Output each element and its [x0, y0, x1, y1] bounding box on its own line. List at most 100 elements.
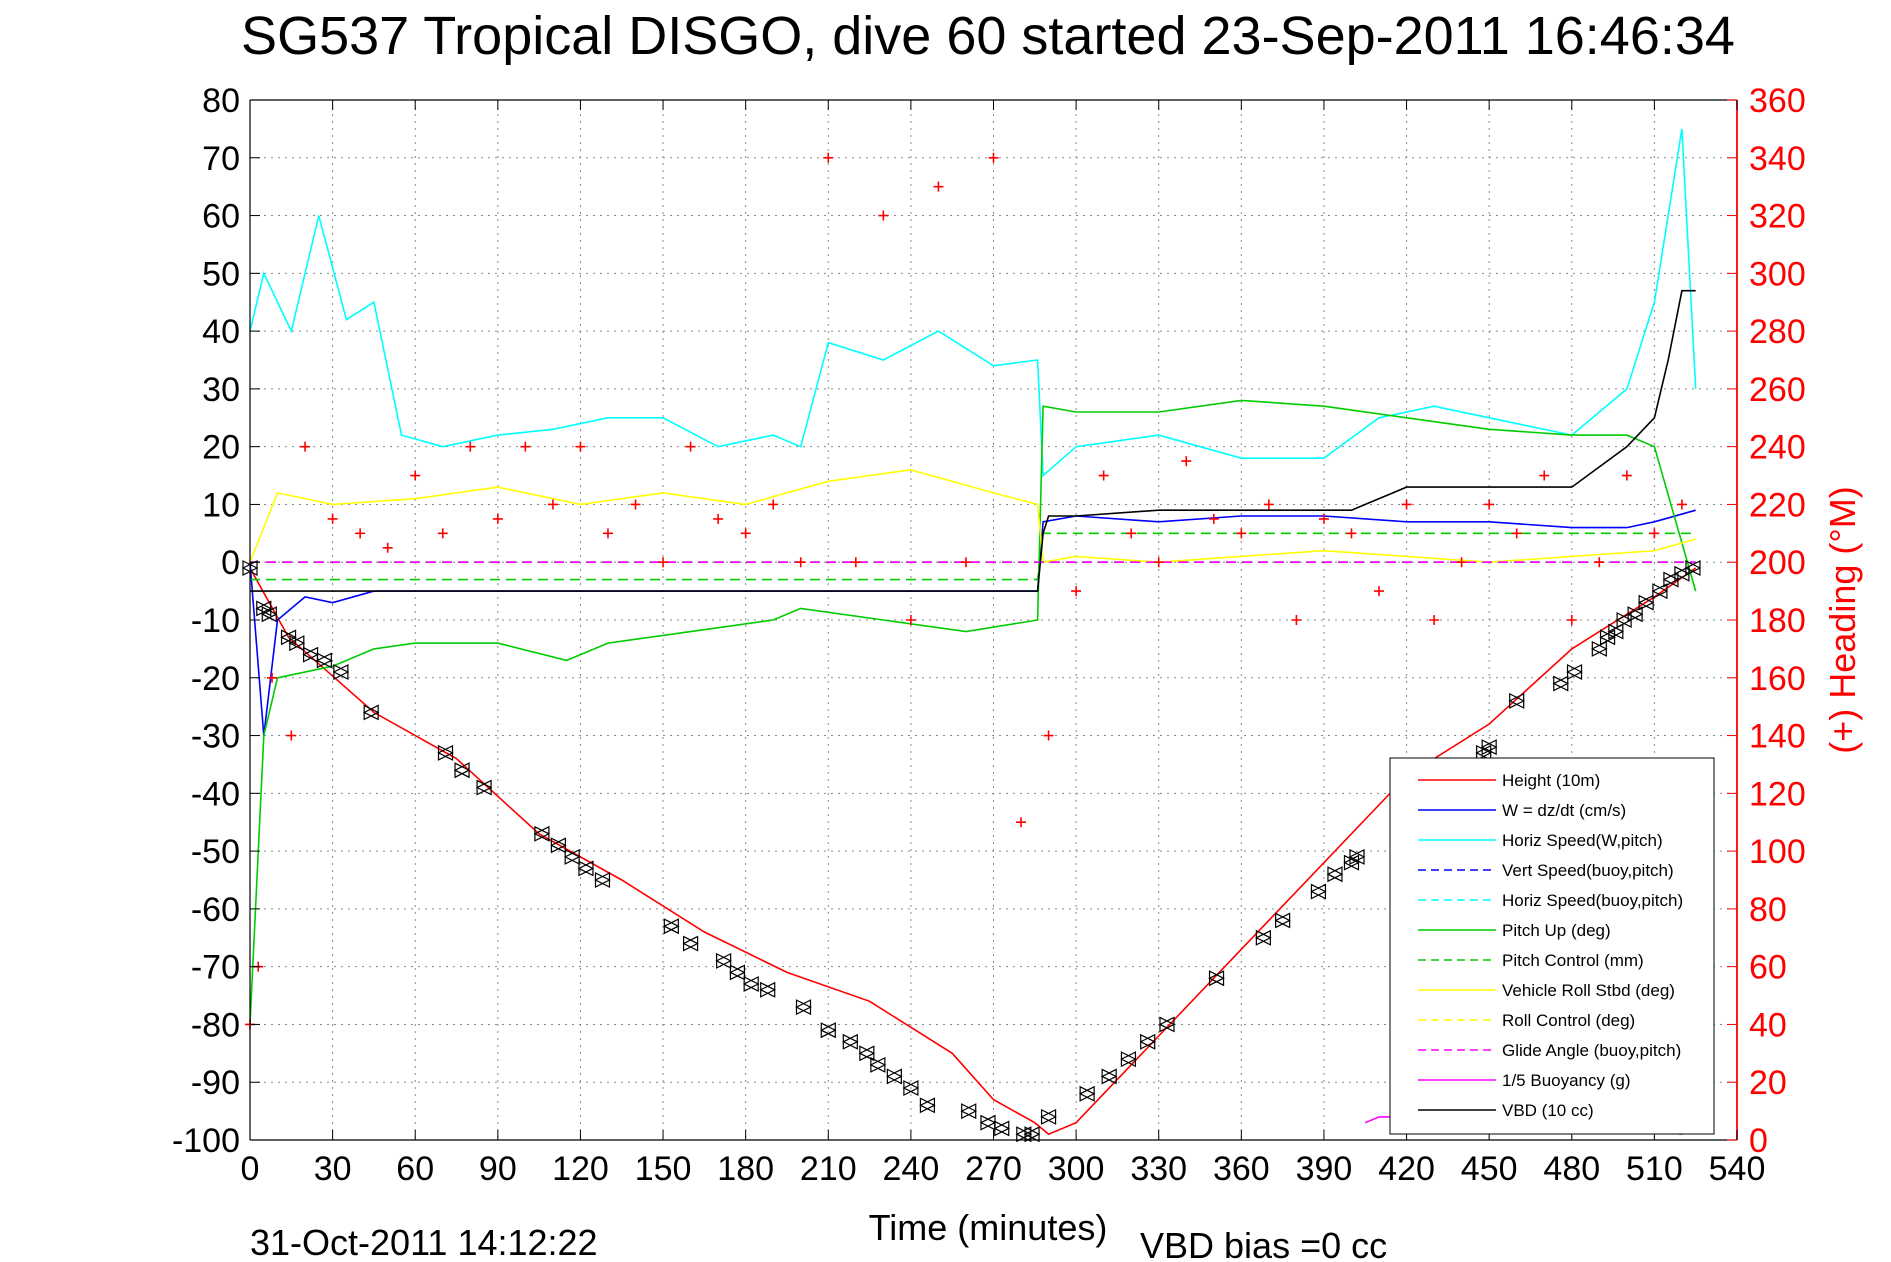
position-marker [1590, 640, 1608, 657]
legend-label: Pitch Up (deg) [1502, 921, 1611, 940]
heading-point [1291, 615, 1302, 625]
y-right-tick-label: 300 [1749, 255, 1806, 293]
x-tick-label: 510 [1626, 1150, 1683, 1188]
y-right-tick-label: 180 [1749, 602, 1806, 640]
x-axis-label: Time (minutes) [869, 1207, 1108, 1248]
position-marker [1566, 664, 1583, 680]
x-tick-label: 150 [635, 1150, 692, 1188]
x-tick-label: 30 [314, 1150, 352, 1188]
y-right-tick-label: 220 [1749, 486, 1806, 524]
y-right-tick-label: 100 [1749, 833, 1806, 871]
y-right-tick-label: 0 [1749, 1122, 1768, 1160]
position-marker [960, 1103, 978, 1120]
legend-label: VBD (10 cc) [1502, 1101, 1594, 1120]
heading-point [602, 528, 613, 539]
legend-label: W = dz/dt (cm/s) [1502, 801, 1626, 820]
position-marker [1508, 692, 1526, 709]
heading-point [547, 499, 558, 510]
footer-vbd-bias: VBD bias =0 cc [1140, 1225, 1387, 1262]
y-tick-label: 50 [202, 255, 240, 293]
y-tick-label: -40 [191, 775, 240, 813]
position-marker [919, 1097, 936, 1114]
y-right-tick-label: 340 [1749, 140, 1806, 178]
x-tick-label: 450 [1461, 1150, 1518, 1188]
position-marker [1480, 739, 1498, 756]
heading-point [1649, 528, 1660, 539]
heading-point [410, 470, 421, 481]
heading-point [327, 513, 338, 524]
chart-title: SG537 Tropical DISGO, dive 60 started 23… [241, 6, 1735, 66]
heading-point [1318, 513, 1329, 524]
y-tick-label: 20 [202, 429, 240, 467]
position-marker [1326, 866, 1344, 883]
position-marker [1343, 854, 1360, 871]
series-line [249, 399, 1697, 1025]
series-line [249, 567, 1697, 1136]
legend-label: Glide Angle (buoy,pitch) [1502, 1041, 1681, 1060]
position-marker [902, 1080, 920, 1096]
heading-point [437, 528, 448, 539]
position-marker [1023, 1126, 1041, 1143]
position-marker [795, 999, 812, 1016]
heading-point [685, 441, 696, 452]
y-tick-label: -10 [191, 602, 240, 640]
y-tick-label: 10 [202, 486, 240, 524]
y-tick-label: 80 [202, 82, 240, 120]
position-marker [1120, 1051, 1137, 1068]
legend-label: Pitch Control (mm) [1502, 951, 1644, 970]
heading-point [1374, 586, 1385, 597]
heading-point [1676, 499, 1687, 510]
heading-point [850, 557, 861, 568]
heading-point [1401, 499, 1412, 510]
heading-point [960, 557, 971, 568]
heading-point [1016, 817, 1027, 828]
y-right-tick-label: 360 [1749, 82, 1806, 120]
heading-point [267, 672, 278, 683]
heading-point [630, 499, 641, 510]
y-right-tick-label: 160 [1749, 660, 1806, 698]
position-marker [1274, 912, 1291, 929]
heading-markers [245, 152, 1687, 1030]
position-marker [993, 1120, 1011, 1137]
y-tick-label: -50 [191, 833, 240, 871]
position-marker [841, 1033, 859, 1050]
y-tick-label: -20 [191, 660, 240, 698]
heading-point [1511, 528, 1522, 539]
position-marker [742, 976, 760, 992]
position-marker [886, 1068, 903, 1085]
series-line [249, 468, 1696, 564]
heading-point [492, 513, 503, 524]
y-tick-label: -80 [191, 1006, 240, 1044]
x-tick-label: 420 [1378, 1150, 1435, 1188]
y-right-tick-label: 240 [1749, 429, 1806, 467]
legend-box [1389, 757, 1715, 1135]
legend-label: Height (10m) [1502, 771, 1600, 790]
x-tick-label: 90 [479, 1150, 517, 1188]
heading-point [740, 528, 751, 539]
heading-point [575, 441, 586, 452]
heading-point [1071, 586, 1082, 597]
position-marker [475, 779, 493, 796]
legend-label: Horiz Speed(W,pitch) [1502, 831, 1663, 850]
y-tick-label: -100 [172, 1122, 240, 1160]
position-marker [729, 964, 746, 981]
position-marker [1100, 1068, 1118, 1085]
y-tick-label: -70 [191, 949, 240, 987]
y-axis-left-ticks: 80 70 60 50 40 30 20 10 0 -10 -20 -30 -40 -50 -60 -70 -8… [172, 82, 260, 1160]
legend-label: Vert Speed(buoy,pitch) [1502, 861, 1674, 880]
x-tick-label: 180 [717, 1150, 774, 1188]
x-tick-label: 270 [965, 1150, 1022, 1188]
position-marker [550, 837, 567, 854]
position-marker [1255, 929, 1272, 946]
x-tick-label: 60 [396, 1150, 434, 1188]
position-marker [577, 860, 595, 877]
heading-point [1539, 470, 1550, 481]
x-tick-label: 540 [1709, 1150, 1766, 1188]
y-axis-right-ticks: 3603403203002802602402202001801601401201… [1727, 82, 1806, 1160]
position-marker [662, 918, 680, 935]
series-line [250, 532, 1696, 581]
y-right-tick-label: 280 [1749, 313, 1806, 351]
position-marker [1637, 594, 1655, 611]
position-marker [1475, 744, 1493, 761]
